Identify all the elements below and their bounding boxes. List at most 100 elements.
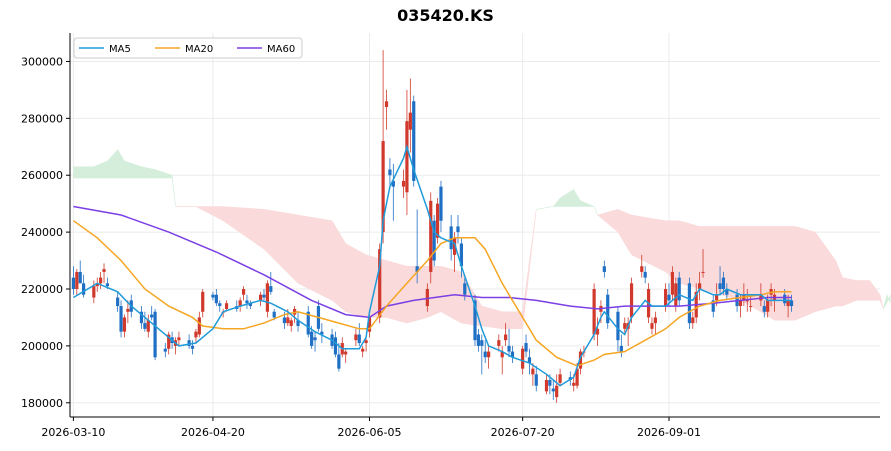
candle-body (663, 289, 668, 307)
cloud-segment (869, 279, 881, 301)
candle-body (786, 300, 790, 307)
candle-body (435, 203, 440, 238)
y-ticks: 180000 200000 220000 240000 260000 280000 3000… (21, 55, 70, 410)
candle-body (619, 345, 623, 352)
cloud-segment (481, 305, 503, 330)
cloud-segment (386, 260, 408, 324)
cloud-segment (73, 166, 95, 179)
candle-body (691, 317, 695, 324)
candle-body (500, 351, 504, 358)
candle-body (555, 385, 559, 398)
cloud-segment (124, 160, 142, 179)
candle-body (384, 101, 389, 107)
candle-body (483, 351, 487, 358)
candle-body (388, 169, 392, 176)
candle-body (578, 351, 583, 369)
candle-body (487, 351, 491, 358)
cloud-segment (552, 197, 561, 207)
candle-body (551, 388, 555, 392)
candle-body (167, 334, 171, 349)
cloud-segment (154, 169, 173, 179)
cloud-segment (883, 294, 888, 310)
cloud-segment (107, 148, 118, 179)
candle-body (643, 271, 647, 278)
cloud-segment (794, 226, 816, 321)
candle-body (187, 340, 191, 346)
candle-body (248, 303, 252, 307)
candle-body (146, 320, 150, 332)
candle-body (711, 300, 715, 312)
candle-body (310, 331, 314, 346)
cloud-segment (855, 280, 871, 301)
candle-body (71, 277, 76, 289)
candle-body (531, 368, 535, 375)
candle-body (408, 112, 412, 130)
candle-body (401, 180, 406, 187)
cloud-segment (297, 214, 333, 301)
legend-ma60-label: MA60 (267, 44, 295, 55)
candle-body (105, 283, 110, 287)
candle-body (119, 306, 123, 332)
candle-body (177, 337, 181, 341)
candle-body (238, 300, 242, 307)
candle-body (650, 323, 654, 329)
candle-body (99, 277, 103, 284)
legend-ma5-label: MA5 (109, 44, 131, 55)
cloud-segment (593, 206, 598, 216)
candle-body (357, 334, 361, 344)
candle-body (150, 314, 154, 318)
chart-title: 035420.KS (397, 6, 494, 25)
candle-body (670, 271, 674, 295)
ma5-line (73, 144, 792, 387)
candle-body (126, 308, 130, 312)
candle-body (214, 294, 218, 304)
legend-ma20-label: MA20 (185, 44, 213, 55)
cloud-segment (427, 265, 442, 318)
candle-body (245, 300, 249, 304)
candle-body (745, 300, 749, 302)
cloud-segment (117, 148, 125, 179)
candle-body (75, 271, 79, 289)
candle-body (725, 289, 729, 295)
candle-body (122, 317, 127, 332)
y-tick-label: 280000 (21, 112, 63, 125)
candle-body (629, 283, 634, 318)
candle-body (320, 331, 324, 335)
candle-body (286, 317, 290, 324)
candle-body (95, 283, 99, 287)
y-tick-label: 180000 (21, 397, 63, 410)
candle-body (78, 271, 82, 284)
cloud-segment (617, 208, 632, 256)
candle-body (258, 294, 263, 301)
candle-body (391, 180, 395, 187)
candle-body (429, 200, 433, 272)
candle-body (265, 283, 269, 312)
cloud-segment (573, 188, 581, 207)
candle-body (718, 283, 722, 289)
candle-body (313, 337, 317, 341)
x-ticks: 2026-03-10 2026-04-20 2026-06-05 2026-07-20… (41, 417, 701, 439)
candle-body (344, 351, 348, 355)
candle-body (439, 186, 443, 221)
cloud-segment (345, 243, 367, 318)
candle-body (640, 266, 644, 272)
candle-body (289, 320, 293, 326)
candle-body (201, 291, 205, 312)
candle-body (102, 269, 106, 272)
legend: MA5 MA20 MA60 (73, 37, 303, 59)
candle-body (715, 294, 719, 301)
candle-body (306, 311, 310, 335)
cloud-segment (93, 160, 108, 179)
candle-body (749, 306, 753, 308)
candle-body (378, 249, 382, 318)
cloud-segment (631, 214, 666, 273)
candle-body (667, 294, 671, 301)
cloud-segment (879, 294, 884, 310)
candle-body (762, 306, 766, 312)
candle-body (521, 348, 525, 369)
candle-body (653, 317, 657, 324)
cloud-segment (815, 231, 837, 313)
candle-body (534, 374, 538, 386)
candle-body (412, 101, 416, 181)
cloud-segment (195, 206, 224, 222)
